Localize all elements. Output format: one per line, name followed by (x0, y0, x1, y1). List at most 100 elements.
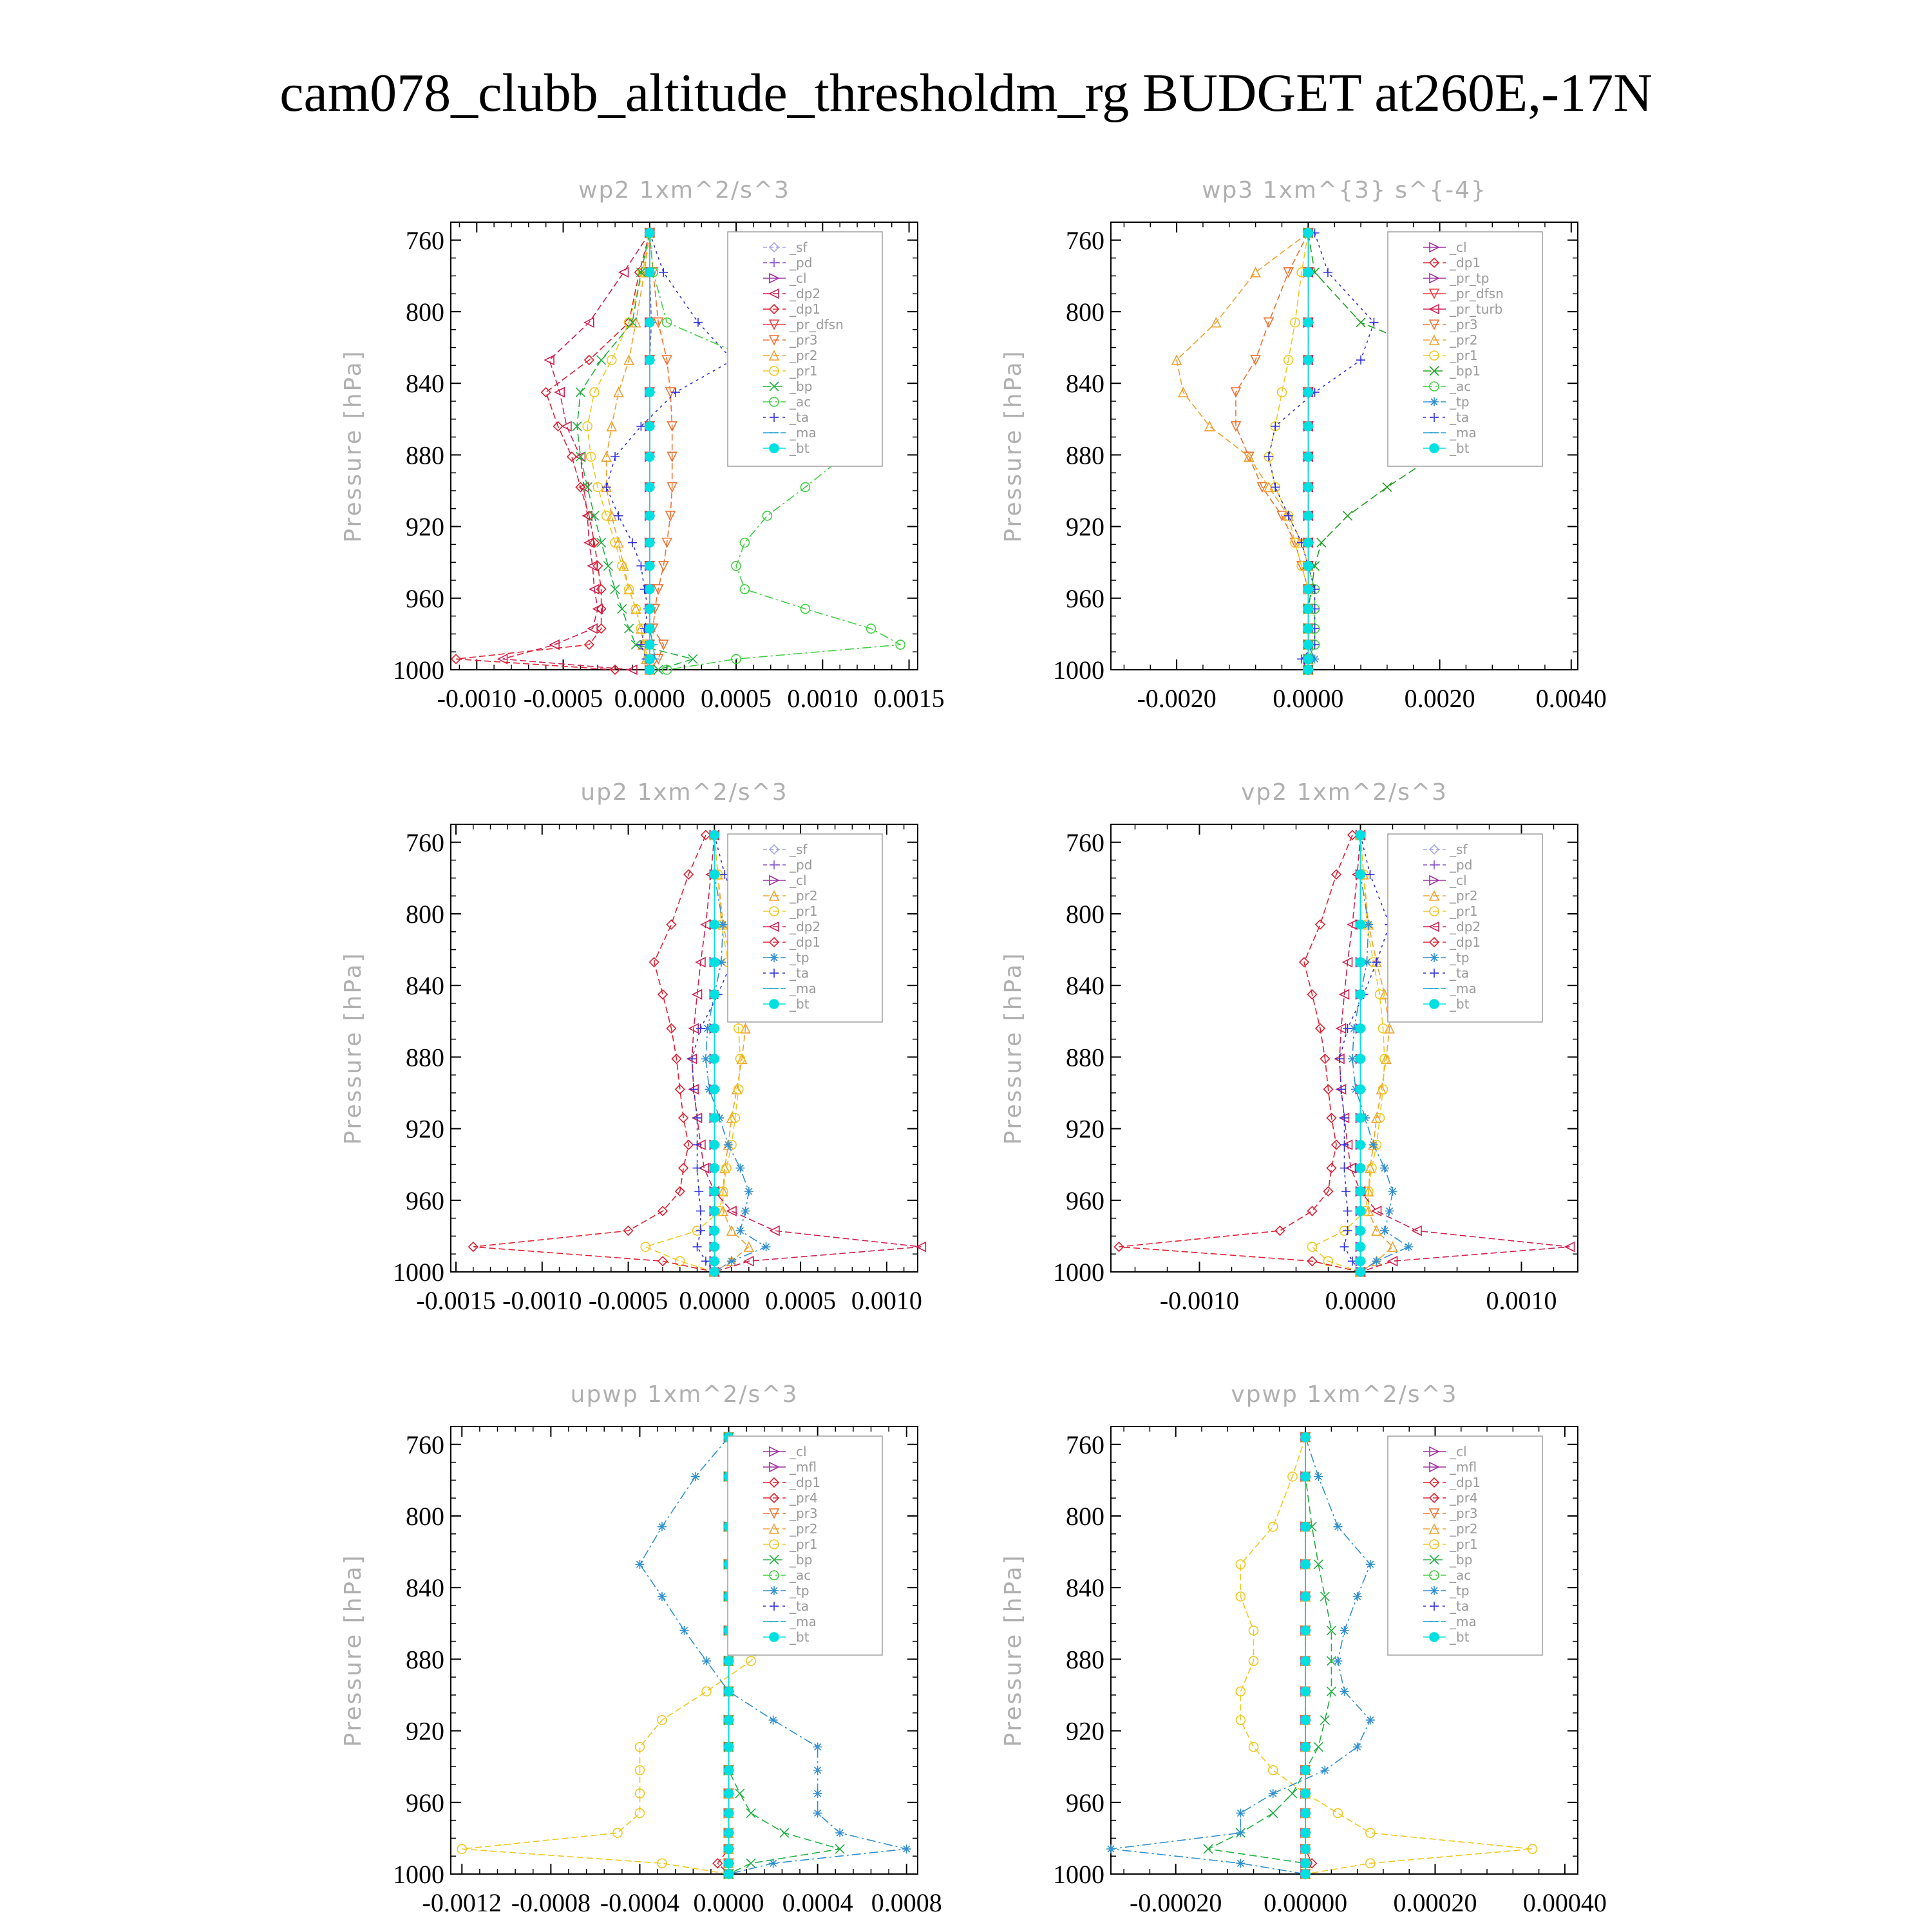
legend-marker (1430, 1586, 1439, 1595)
legend-marker (1429, 443, 1439, 453)
data-point-bp (596, 538, 607, 548)
legend-marker (768, 936, 780, 948)
chart-panel: upwp 1xm^2/s^3 Pressure [hPa] 760 800 840 880… (340, 1381, 942, 1917)
data-point-dp2 (1387, 1256, 1398, 1267)
x-tick-label: -0.0012 (422, 1888, 502, 1917)
legend-entry: _pr2 (789, 348, 818, 363)
legend-marker (768, 350, 780, 361)
y-tick-label: 1000 (393, 656, 444, 685)
y-tick-label: 880 (406, 1043, 444, 1072)
y-tick-label: 880 (1066, 1645, 1104, 1674)
data-point-ta (614, 511, 623, 520)
legend-marker (1428, 319, 1440, 330)
data-point-pr1 (657, 1858, 667, 1869)
data-point-tp (1268, 1788, 1278, 1798)
data-point-bt (1303, 654, 1314, 665)
series-line-tp (639, 1437, 907, 1875)
legend-entry: _ma (1449, 1614, 1477, 1629)
data-point-tp (735, 1163, 745, 1173)
legend-marker (1428, 1477, 1440, 1488)
legend-marker (1430, 397, 1439, 406)
data-point-pr1 (746, 1656, 756, 1666)
data-point-dp1 (678, 1112, 689, 1124)
data-point-bt (709, 989, 720, 999)
y-axis-label: Pressure [hPa] (340, 349, 366, 542)
data-point-bp (1203, 1844, 1213, 1854)
data-point-bt (1300, 1432, 1311, 1443)
data-point-tp (813, 1765, 822, 1775)
data-point-tp (1340, 1625, 1349, 1635)
data-point-dp1 (1323, 1084, 1334, 1095)
data-point-bt (723, 1844, 734, 1854)
data-point-bt (644, 665, 655, 675)
data-point-pr1 (733, 1084, 744, 1095)
data-point-tp (1320, 1765, 1330, 1775)
data-point-pr2 (1204, 421, 1215, 431)
data-point-dp1 (540, 386, 551, 398)
data-point-bt (644, 317, 655, 328)
data-point-pr1 (1248, 1625, 1259, 1636)
data-point-pr1 (630, 603, 641, 614)
data-point-pr4 (712, 1858, 723, 1869)
legend-entry: _ta (789, 1598, 809, 1614)
data-point-tp (1333, 1656, 1343, 1666)
data-point-bp (688, 654, 698, 664)
legend-entry: _pd (789, 255, 812, 270)
legend-entry: _pr3 (1449, 317, 1478, 332)
legend-entry: _sf (789, 240, 808, 255)
data-point-bt (1303, 355, 1314, 365)
data-point-bt (1303, 227, 1314, 238)
legend-entry: _pd (789, 857, 812, 873)
data-point-tp (1236, 1828, 1245, 1838)
data-point-pr3 (658, 639, 669, 650)
data-point-tp (813, 1742, 822, 1752)
legend-entry: _bp1 (1449, 363, 1481, 379)
data-point-bt (644, 227, 655, 238)
data-point-pr2 (726, 1112, 737, 1123)
data-point-pr2 (623, 354, 634, 365)
data-point-bt (1355, 1054, 1366, 1064)
legend-marker (1428, 1492, 1440, 1504)
y-tick-label: 880 (1066, 1043, 1104, 1072)
legend-marker (1429, 1570, 1439, 1580)
data-point-ac (762, 511, 773, 521)
data-point-pr3 (667, 421, 677, 432)
data-point-bt (1303, 639, 1314, 650)
data-point-dp2 (1345, 1162, 1356, 1174)
data-point-ta (636, 561, 646, 571)
legend-entry: _bt (1449, 440, 1470, 456)
data-point-bt (1303, 421, 1314, 431)
series-group (450, 227, 905, 676)
x-tick-label: 0.00000 (1264, 1888, 1347, 1917)
legend-entry: _sf (1449, 842, 1468, 857)
legend-entry: _bt (789, 1629, 810, 1645)
data-point-dp2 (544, 354, 554, 366)
data-point-pr2 (601, 451, 612, 462)
data-point-dp1 (553, 421, 564, 432)
legend-entry: _cl (1449, 873, 1467, 888)
legend-entry: _pd (1449, 857, 1472, 873)
data-point-dp1 (596, 623, 607, 634)
data-point-bp (746, 1858, 756, 1868)
data-point-dp1 (657, 1256, 668, 1267)
legend-entry: _pr4 (1449, 1490, 1478, 1506)
data-point-pr1 (735, 1054, 746, 1064)
data-point-dp2 (691, 989, 703, 1000)
legend-entry: _pr3 (789, 332, 818, 348)
data-point-pr1 (640, 1242, 651, 1252)
legend-marker (1429, 1555, 1439, 1565)
data-point-pr1 (457, 1844, 468, 1854)
data-point-pr3 (1263, 317, 1274, 328)
legend-marker (1429, 875, 1440, 886)
x-tick-label: -0.0010 (437, 684, 516, 713)
legend-entry: _pr_dfsn (1449, 286, 1504, 301)
legend-entry: _mfl (1449, 1459, 1477, 1475)
data-point-ta (671, 388, 681, 397)
legend-marker (1429, 999, 1439, 1009)
legend-entry: _pr1 (789, 363, 818, 379)
data-point-bp (835, 1844, 845, 1854)
data-point-tp (1333, 1522, 1343, 1531)
data-point-ac (800, 603, 811, 614)
data-point-ac (895, 639, 905, 650)
data-point-ta (696, 1206, 705, 1216)
